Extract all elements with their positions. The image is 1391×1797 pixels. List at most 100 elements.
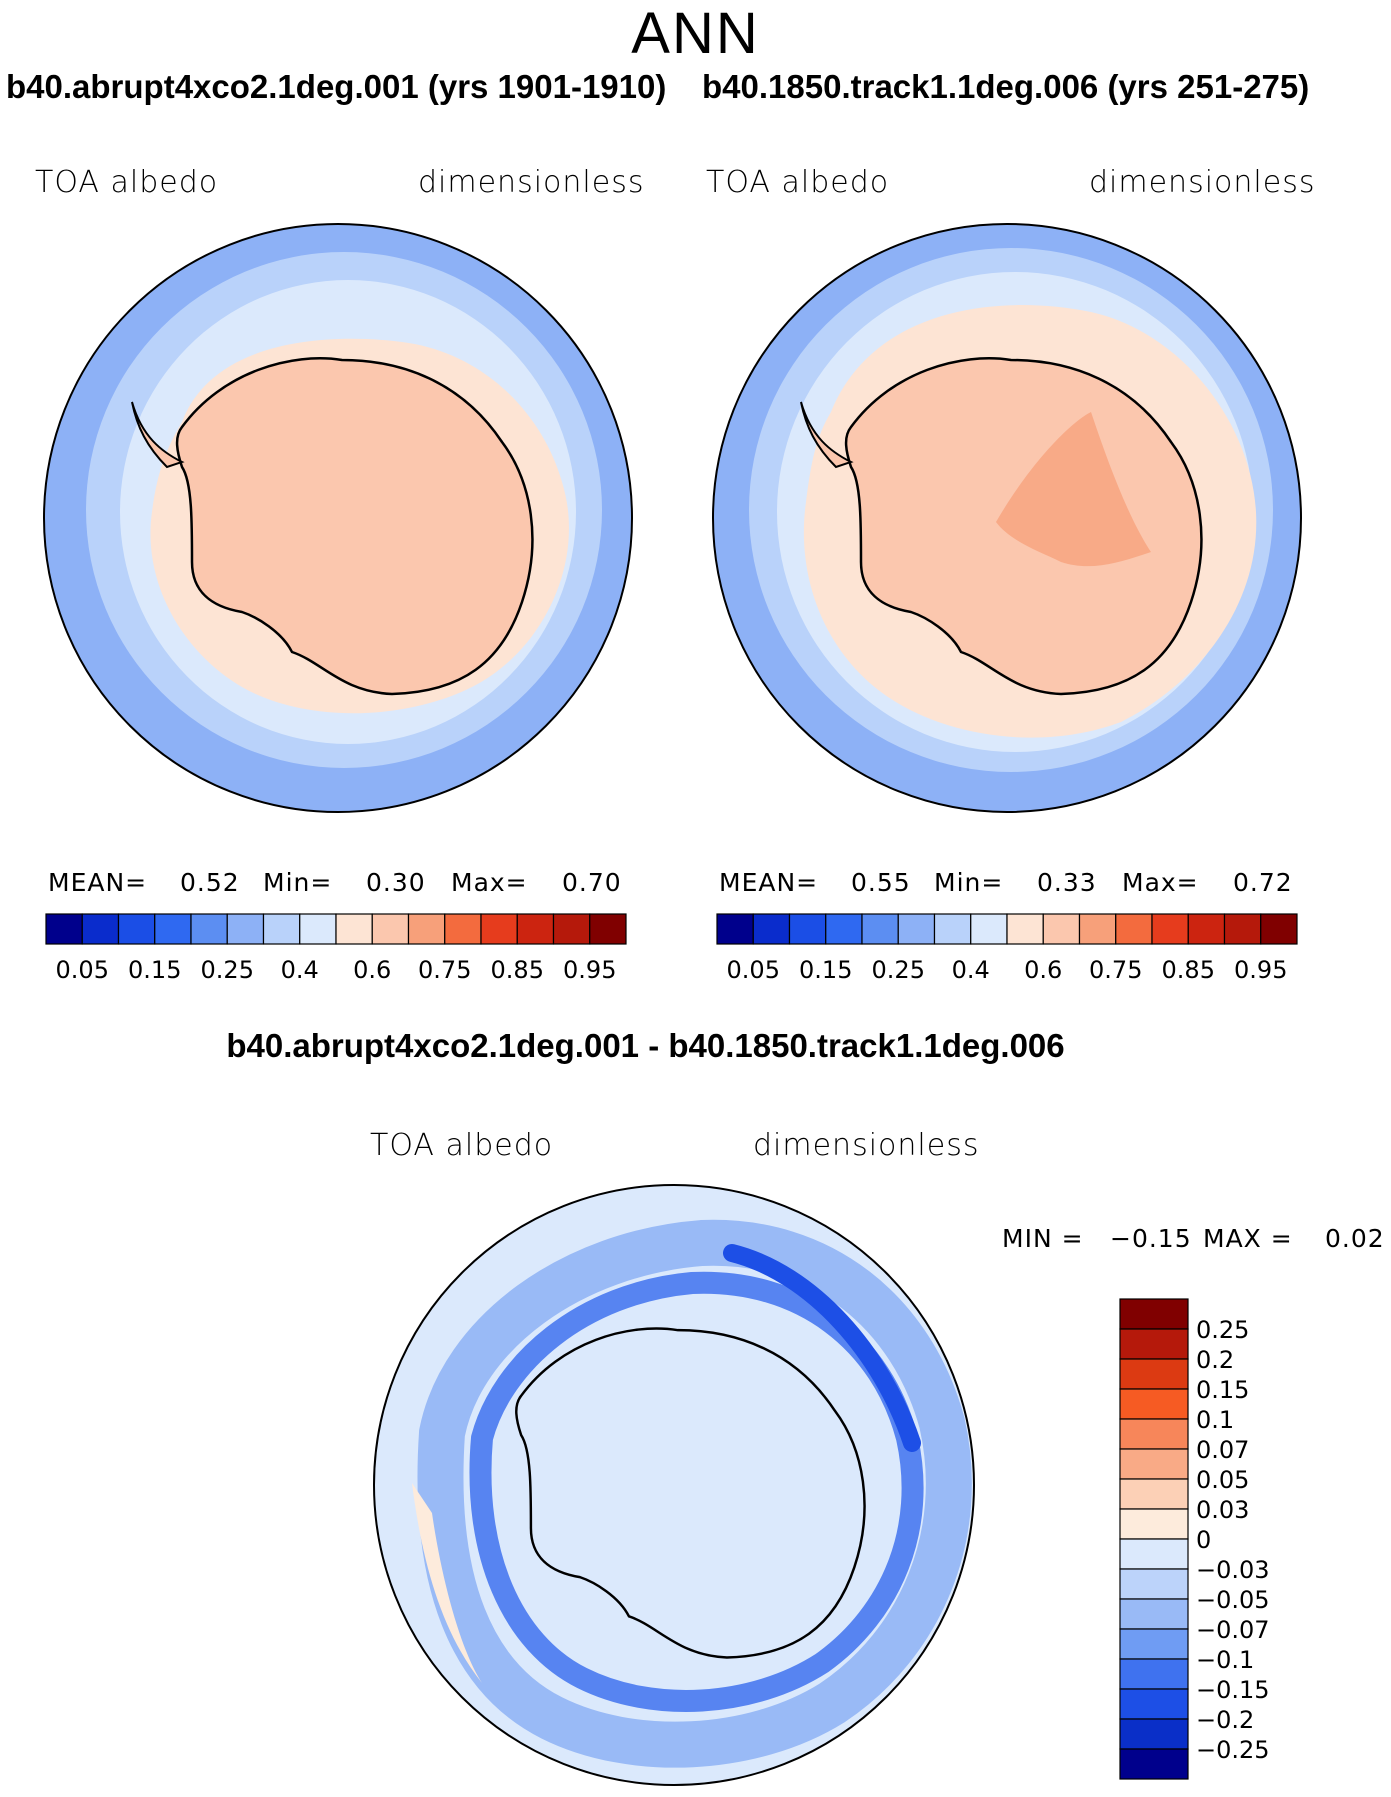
map-diff-antarctica bbox=[515, 1327, 866, 1659]
diff-min-label: MIN = bbox=[1002, 1224, 1084, 1253]
colorbar-diff-swatch bbox=[1119, 1448, 1189, 1480]
map-b-peninsula bbox=[800, 401, 854, 469]
panel-a-mean-value: 0.52 bbox=[180, 868, 240, 897]
colorbar-diff-swatch bbox=[1119, 1418, 1189, 1450]
panel-a-max-value: 0.70 bbox=[562, 868, 622, 897]
colorbar-b-swatch bbox=[897, 913, 936, 945]
colorbar-diff: 0.250.20.150.10.070.050.030−0.03−0.05−0.… bbox=[1119, 1298, 1270, 1780]
panel-b-mean-label: MEAN= bbox=[719, 868, 819, 897]
colorbar-a-tick: 0.4 bbox=[281, 956, 319, 984]
colorbar-diff-swatch bbox=[1119, 1538, 1189, 1570]
map-b-plateau bbox=[996, 412, 1151, 567]
colorbar-a-swatch bbox=[154, 913, 192, 945]
colorbar-a-swatch bbox=[117, 913, 156, 945]
map-a-antarctica bbox=[175, 357, 534, 696]
case-a-title: b40.abrupt4xco2.1deg.001 (yrs 1901-1910) bbox=[6, 68, 667, 105]
colorbar-b-swatch bbox=[1260, 913, 1298, 945]
colorbar-a-tick: 0.95 bbox=[563, 956, 616, 984]
colorbar-a-swatch bbox=[45, 913, 83, 945]
map-b bbox=[712, 223, 1302, 813]
colorbar-a-swatch bbox=[299, 913, 337, 945]
panel-a-units: dimensionless bbox=[418, 165, 645, 200]
colorbar-b: 0.05 0.15 0.25 0.4 0.6 0.75 0.85 0.95 bbox=[716, 913, 1298, 984]
colorbar-diff-tick: 0.25 bbox=[1196, 1316, 1249, 1344]
panel-a-variable: TOA albedo bbox=[35, 165, 219, 200]
panel-a-mean-label: MEAN= bbox=[48, 868, 148, 897]
colorbar-diff-tick: 0.1 bbox=[1196, 1406, 1234, 1434]
diff-max-value: 0.02 bbox=[1325, 1224, 1385, 1253]
panel-b-units: dimensionless bbox=[1089, 165, 1316, 200]
map-a bbox=[43, 223, 633, 813]
panel-b-min-value: 0.33 bbox=[1037, 868, 1097, 897]
map-diff-band-inner bbox=[469, 1271, 924, 1712]
diff-min-value: −0.15 bbox=[1110, 1224, 1192, 1253]
map-a-frame bbox=[43, 223, 633, 813]
map-b-frame bbox=[712, 223, 1302, 813]
colorbar-diff-swatch bbox=[1119, 1658, 1189, 1690]
panel-b-max-label: Max= bbox=[1122, 868, 1199, 897]
map-diff-band-outer bbox=[417, 1219, 972, 1768]
colorbar-a-swatch bbox=[516, 913, 555, 945]
colorbar-diff-tick: 0 bbox=[1196, 1526, 1211, 1554]
colorbar-diff-swatch bbox=[1119, 1358, 1189, 1390]
colorbar-a-tick: 0.6 bbox=[353, 956, 391, 984]
colorbar-b-swatch bbox=[752, 913, 791, 945]
colorbar-b-tick: 0.85 bbox=[1162, 956, 1215, 984]
map-diff bbox=[373, 1184, 975, 1786]
colorbar-diff-tick: 0.2 bbox=[1196, 1346, 1234, 1374]
colorbar-b-swatch bbox=[788, 913, 827, 945]
colorbar-b-swatch bbox=[1223, 913, 1262, 945]
colorbar-diff-swatch bbox=[1119, 1688, 1189, 1720]
colorbar-b-swatch bbox=[1078, 913, 1117, 945]
colorbar-a-tick: 0.15 bbox=[128, 956, 181, 984]
colorbar-b-swatch bbox=[716, 913, 754, 945]
diff-units: dimensionless bbox=[753, 1128, 980, 1163]
colorbar-a-swatch bbox=[480, 913, 518, 945]
colorbar-b-tick: 0.25 bbox=[872, 956, 925, 984]
colorbar-diff-swatch bbox=[1119, 1718, 1189, 1750]
colorbar-diff-swatch bbox=[1119, 1298, 1189, 1330]
colorbar-b-swatch bbox=[1151, 913, 1189, 945]
colorbar-b-swatch bbox=[1042, 913, 1081, 945]
colorbar-b-tick: 0.05 bbox=[727, 956, 780, 984]
panel-b-mean-value: 0.55 bbox=[851, 868, 911, 897]
colorbar-diff-swatch bbox=[1119, 1328, 1189, 1360]
colorbar-b-tick: 0.4 bbox=[952, 956, 990, 984]
colorbar-diff-tick: −0.1 bbox=[1196, 1646, 1254, 1674]
colorbar-diff-tick: −0.03 bbox=[1196, 1556, 1270, 1584]
colorbar-a-swatch bbox=[407, 913, 446, 945]
colorbar-diff-tick: −0.07 bbox=[1196, 1616, 1270, 1644]
panel-b-min-label: Min= bbox=[934, 868, 1004, 897]
colorbar-diff-tick: 0.05 bbox=[1196, 1466, 1249, 1494]
map-diff-band-accent bbox=[723, 1244, 921, 1452]
colorbar-a-tick: 0.25 bbox=[201, 956, 254, 984]
colorbar-b-tick: 0.6 bbox=[1024, 956, 1062, 984]
map-diff-frame bbox=[373, 1184, 975, 1786]
colorbar-b-tick: 0.95 bbox=[1234, 956, 1287, 984]
panel-b-variable: TOA albedo bbox=[706, 165, 890, 200]
colorbar-a-tick: 0.85 bbox=[491, 956, 544, 984]
colorbar-b-tick: 0.75 bbox=[1089, 956, 1142, 984]
colorbar-diff-swatch bbox=[1119, 1748, 1189, 1780]
panel-a-min-label: Min= bbox=[263, 868, 333, 897]
diff-title: b40.abrupt4xco2.1deg.001 - b40.1850.trac… bbox=[226, 1027, 1065, 1064]
diff-max-label: MAX = bbox=[1203, 1224, 1293, 1253]
panel-a-max-label: Max= bbox=[451, 868, 528, 897]
colorbar-diff-swatch bbox=[1119, 1598, 1189, 1630]
map-diff-positive-patch bbox=[412, 1483, 482, 1683]
colorbar-diff-swatch bbox=[1119, 1388, 1189, 1420]
colorbar-a-swatch bbox=[335, 913, 373, 945]
colorbar-diff-swatch bbox=[1119, 1508, 1189, 1540]
panel-b-max-value: 0.72 bbox=[1233, 868, 1293, 897]
colorbar-diff-tick: −0.05 bbox=[1196, 1586, 1270, 1614]
colorbar-b-swatch bbox=[1006, 913, 1044, 945]
diff-variable: TOA albedo bbox=[370, 1128, 554, 1163]
colorbar-b-tick: 0.15 bbox=[799, 956, 852, 984]
case-b-title: b40.1850.track1.1deg.006 (yrs 251-275) bbox=[702, 68, 1310, 105]
colorbar-diff-swatch bbox=[1119, 1568, 1189, 1600]
colorbar-a: 0.05 0.15 0.25 0.4 0.6 0.75 0.85 0.95 bbox=[45, 913, 627, 984]
colorbar-a-swatch bbox=[81, 913, 120, 945]
colorbar-diff-tick: −0.2 bbox=[1196, 1706, 1254, 1734]
colorbar-b-swatch bbox=[933, 913, 972, 945]
colorbar-b-swatch bbox=[1187, 913, 1226, 945]
